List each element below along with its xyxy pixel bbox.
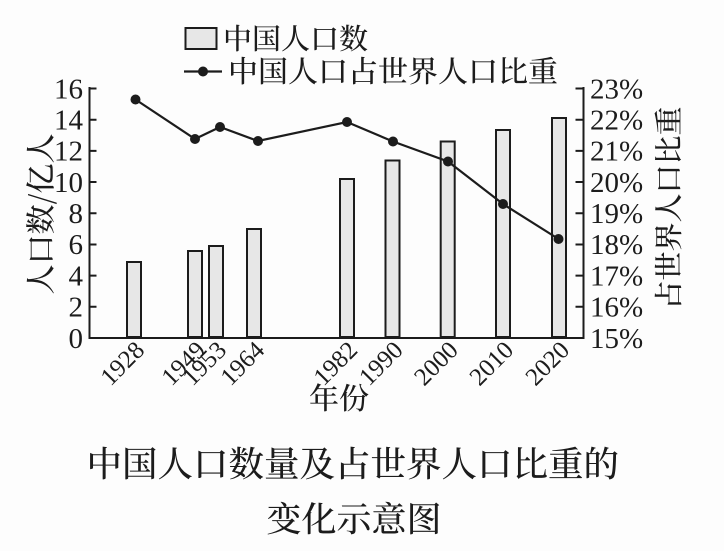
- svg-text:16: 16: [54, 73, 83, 105]
- svg-text:8: 8: [69, 198, 84, 230]
- svg-text:6: 6: [69, 229, 84, 261]
- svg-text:14: 14: [54, 105, 84, 137]
- svg-text:4: 4: [69, 260, 84, 292]
- svg-text:17%: 17%: [590, 260, 643, 292]
- svg-text:12: 12: [54, 136, 83, 168]
- svg-text:21%: 21%: [590, 136, 643, 168]
- svg-text:16%: 16%: [590, 292, 643, 324]
- svg-text:22%: 22%: [590, 105, 643, 137]
- svg-text:23%: 23%: [590, 73, 643, 105]
- svg-text:19%: 19%: [590, 198, 643, 230]
- svg-text:15%: 15%: [590, 323, 643, 355]
- svg-text:10: 10: [54, 167, 83, 199]
- svg-text:20%: 20%: [590, 167, 643, 199]
- svg-text:2: 2: [69, 292, 84, 324]
- svg-text:18%: 18%: [590, 229, 643, 261]
- svg-text:0: 0: [69, 323, 84, 355]
